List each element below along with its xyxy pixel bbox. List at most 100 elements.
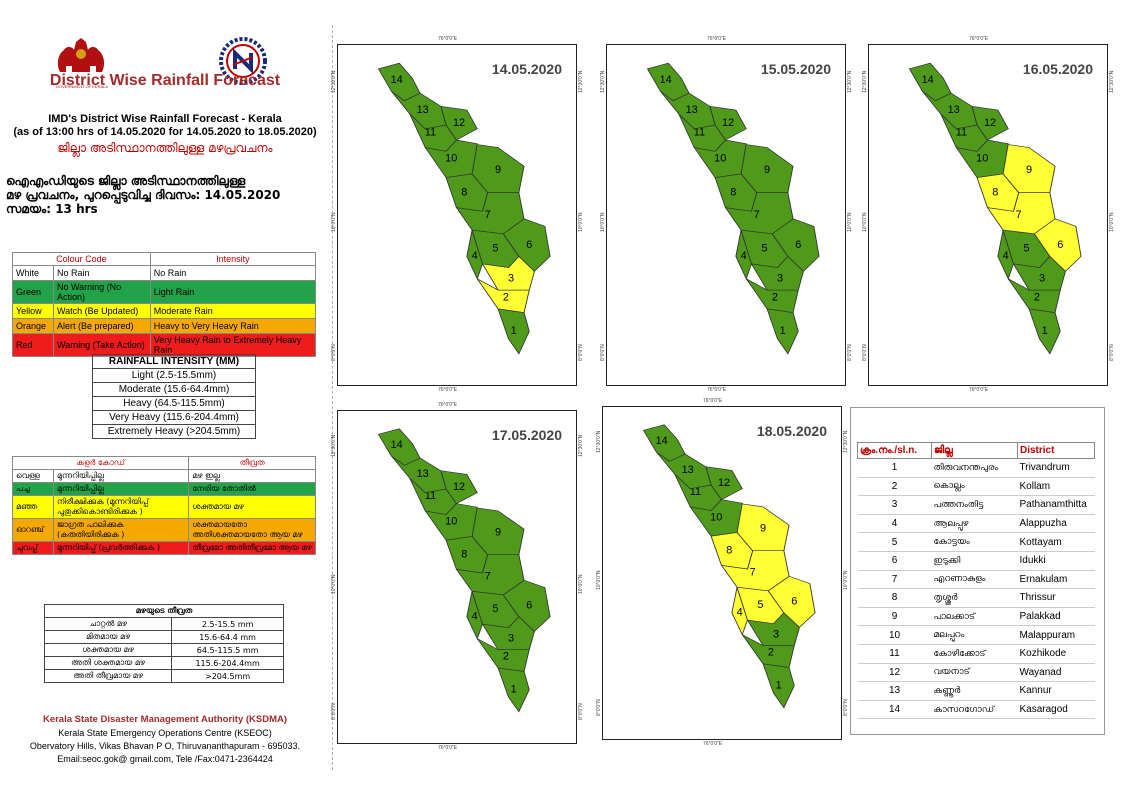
district-number-label: 7 xyxy=(485,209,491,221)
logo-caption: GOVERNMENT OF KERALA xyxy=(55,84,109,89)
district-en: Malappuram xyxy=(1017,625,1095,645)
map-date: 15.05.2020 xyxy=(760,61,831,77)
legend-ml-col-intensity: തീവ്രത xyxy=(188,456,316,470)
lat-label: 12°30'0"N xyxy=(596,431,602,454)
district-number-label: 8 xyxy=(992,186,998,198)
district-ml: കണ്ണൂർ xyxy=(931,681,1018,701)
intensity-ml-label: ശക്തമായ മഴ xyxy=(43,643,173,657)
district-number-label: 7 xyxy=(750,566,756,578)
district-table: ക്രം.നം./sl.n. ജില്ല District 1 തിരുവനന്ത… xyxy=(857,442,1095,720)
forecast-map: 1 2 3 4 5 6 7 8 9 10 11 12 13 14 14.05.2020 76°0'0"E 76°… xyxy=(331,36,584,393)
legend-ml-row: ചുവപ്പ് മുന്നറിയിപ്പ് (പ്രവർത്തിക്കുക ) തീ… xyxy=(12,541,316,555)
district-area-2 xyxy=(476,638,530,672)
district-area-14 xyxy=(646,62,690,102)
mal-line-2: മഴ പ്രവചനം, പുറപ്പെടുവിച്ച ദിവസം: 14.05.… xyxy=(6,188,281,202)
lat-label: 8°0'0"N xyxy=(578,344,584,362)
legend-intensity: Heavy to Very Heavy Rain xyxy=(149,318,317,334)
kerala-emblem-logo xyxy=(57,38,105,72)
district-en: Kannur xyxy=(1017,681,1095,701)
district-en: Kottayam xyxy=(1017,532,1095,552)
district-number-label: 7 xyxy=(1016,209,1022,221)
district-area-2 xyxy=(741,634,795,668)
district-en: Kozhikode xyxy=(1017,644,1095,664)
district-number-label: 7 xyxy=(754,209,760,221)
district-en: Idukki xyxy=(1017,551,1095,571)
lat-label: 12°30'0"N xyxy=(578,435,584,458)
legend-ml-row: വെള്ള മുന്നറിയിപ്പില്ല മഴ ഇല്ല xyxy=(12,469,316,483)
district-row: 8 തൃശ്ശൂർ Thrissur xyxy=(857,588,1095,608)
district-number-label: 5 xyxy=(1023,243,1029,255)
legend-col-intensity: Intensity xyxy=(149,252,317,266)
map-date: 16.05.2020 xyxy=(1022,61,1093,77)
district-n: 8 xyxy=(857,588,932,608)
district-n: 5 xyxy=(857,532,932,552)
district-number-label: 5 xyxy=(757,599,763,611)
district-col-sl: ക്രം.നം./sl.n. xyxy=(857,442,932,459)
lat-label: 10°0'0"N xyxy=(578,212,584,232)
rainfall-intensity-ml: മഴയുടെ തീവ്രത ചാറ്റൽ മഴ 2.5-15.5 mm മിതമായ… xyxy=(43,604,284,683)
legend-ml-meaning: മുന്നറിയിപ്പ് (പ്രവർത്തിക്കുക ) xyxy=(52,541,190,555)
lon-label: 76°0'0"E xyxy=(968,36,989,42)
district-number-label: 5 xyxy=(492,603,498,615)
lat-label: 12°30'0"N xyxy=(600,70,606,93)
district-number-label: 6 xyxy=(526,600,532,612)
district-ml: പാലക്കാട് xyxy=(931,607,1018,627)
district-n: 3 xyxy=(857,495,932,515)
legend-ml-color: മഞ്ഞ xyxy=(12,495,54,519)
lat-label: 8°0'0"N xyxy=(1109,344,1115,362)
district-n: 10 xyxy=(857,625,932,645)
district-n: 9 xyxy=(857,607,932,627)
lat-label: 8°0'0"N xyxy=(843,699,849,716)
district-number-label: 10 xyxy=(710,512,722,524)
district-ml: ഇടുക്കി xyxy=(931,551,1018,571)
lat-label: 10°0'0"N xyxy=(847,212,853,232)
district-area-14 xyxy=(377,428,421,466)
legend-intensity: Very Heavy Rain to Extremely Heavy Rain xyxy=(149,333,317,357)
district-n: 2 xyxy=(857,477,932,497)
district-number-label: 1 xyxy=(776,679,782,691)
legend-ml-intensity: മഴ ഇല്ല xyxy=(188,469,316,483)
lat-label: 12°30'0"N xyxy=(843,431,849,454)
legend-ml-intensity: ശക്തമായതോ അതിശക്തമായതോ ആയ മഴ xyxy=(188,518,316,542)
district-number-label: 11 xyxy=(690,486,701,498)
district-en: Wayanad xyxy=(1017,663,1095,683)
district-row: 5 കോട്ടയം Kottayam xyxy=(857,532,1095,552)
legend-row: Yellow Watch (Be Updated) Moderate Rain xyxy=(12,303,317,319)
intensity-title: RAINFALL INTENSITY (MM) xyxy=(92,354,256,369)
legend-ml-color: പച്ച xyxy=(12,482,54,496)
intensity-row: Heavy (64.5-115.5mm) xyxy=(92,396,256,411)
district-row: 10 മലപ്പുറം Malappuram xyxy=(857,625,1095,645)
district-number-label: 10 xyxy=(445,153,457,165)
lon-label: 76°0'0"E xyxy=(706,36,727,42)
district-area-2 xyxy=(745,278,799,313)
district-number-label: 12 xyxy=(453,481,465,493)
district-number-label: 2 xyxy=(772,291,778,303)
legend-ml-meaning: മുന്നറിയിപ്പില്ല xyxy=(52,482,190,496)
district-ml: മലപ്പുറം xyxy=(931,625,1018,645)
intensity-ml-value: >204.5mm xyxy=(171,669,284,683)
lon-label: 76°0'0"E xyxy=(702,741,723,747)
district-number-label: 3 xyxy=(508,273,514,285)
district-ml: വയനാട് xyxy=(931,663,1018,683)
intensity-row: Moderate (15.6-64.4mm) xyxy=(92,382,256,397)
intensity-row: Very Heavy (115.6-204.4mm) xyxy=(92,410,256,425)
district-row: 12 വയനാട് Wayanad xyxy=(857,663,1095,683)
lat-label: 8°0'0"N xyxy=(331,703,337,720)
district-number-label: 6 xyxy=(791,596,797,608)
legend-ml-row: പച്ച മുന്നറിയിപ്പില്ല നേരിയ തോതിൽ xyxy=(12,482,316,496)
district-number-label: 13 xyxy=(417,104,429,116)
intensity-ml-label: മിതമായ മഴ xyxy=(43,630,173,644)
district-area-14 xyxy=(642,424,686,462)
district-area-2 xyxy=(476,278,530,313)
intensity-ml-row: ചാറ്റൽ മഴ 2.5-15.5 mm xyxy=(43,617,284,631)
legend-color: Orange xyxy=(12,318,54,334)
district-ml: കൊല്ലം xyxy=(931,477,1018,497)
district-number-label: 8 xyxy=(461,186,467,198)
district-row: 6 ഇടുക്കി Idukki xyxy=(857,551,1095,571)
district-number-label: 11 xyxy=(425,126,436,138)
district-ml: ആലപ്പുഴ xyxy=(931,514,1018,534)
